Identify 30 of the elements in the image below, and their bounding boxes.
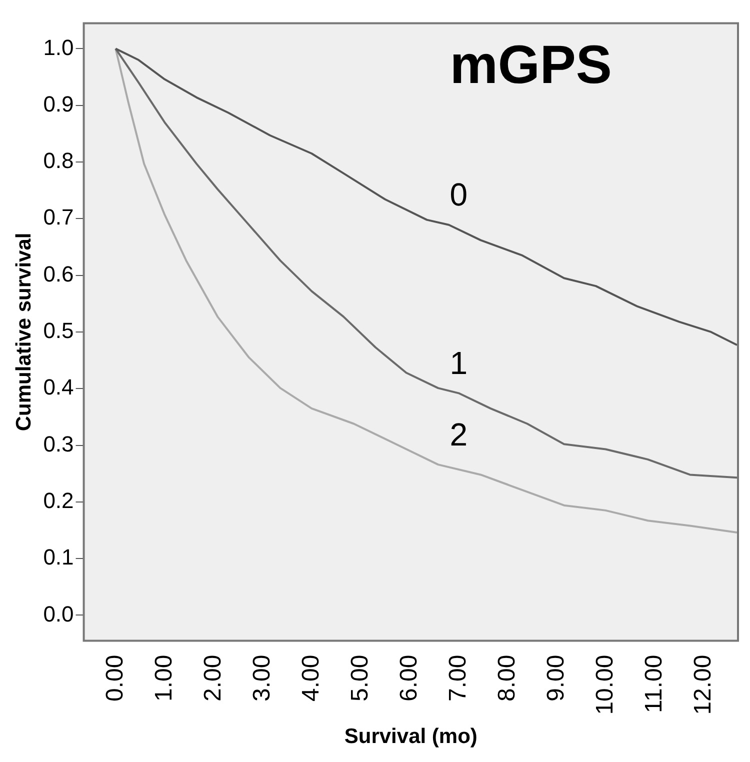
x-axis-title: Survival (mo) [344, 725, 478, 748]
x-tick-label: 8.00 [493, 654, 520, 702]
y-tick-label: 0.6 [43, 261, 74, 286]
chart-title: mGPS [450, 35, 612, 96]
y-tick-label: 0.2 [43, 488, 74, 513]
series-label: 2 [450, 416, 468, 452]
x-tick-label: 2.00 [199, 654, 226, 702]
y-tick-label: 0.3 [43, 431, 74, 456]
y-tick-label: 0.9 [43, 91, 74, 116]
y-axis-title: Cumulative survival [12, 232, 36, 432]
x-tick-label: 11.00 [640, 654, 668, 714]
y-tick-label: 0.1 [43, 544, 74, 570]
y-tick-label: 0.0 [43, 601, 74, 626]
x-tick-label: 12.00 [689, 654, 716, 715]
x-tick-label: 3.00 [248, 654, 276, 702]
x-tick-label: 5.00 [346, 654, 374, 702]
x-tick-label: 4.00 [297, 654, 324, 702]
x-tick-label: 1.00 [150, 654, 178, 702]
x-tick-label: 9.00 [542, 654, 570, 702]
x-tick-label: 7.00 [444, 654, 472, 702]
y-tick-label: 0.8 [43, 148, 74, 174]
y-tick-label: 1.0 [43, 34, 74, 60]
y-tick-label: 0.4 [43, 374, 74, 400]
x-tick-label: 0.00 [101, 654, 128, 702]
series-label: 1 [450, 344, 468, 381]
y-tick-label: 0.7 [43, 204, 74, 230]
x-tick-label: 10.00 [591, 654, 618, 715]
series-label: 0 [450, 176, 468, 213]
y-tick-label: 0.5 [43, 318, 74, 344]
x-tick-label: 6.00 [395, 654, 422, 702]
